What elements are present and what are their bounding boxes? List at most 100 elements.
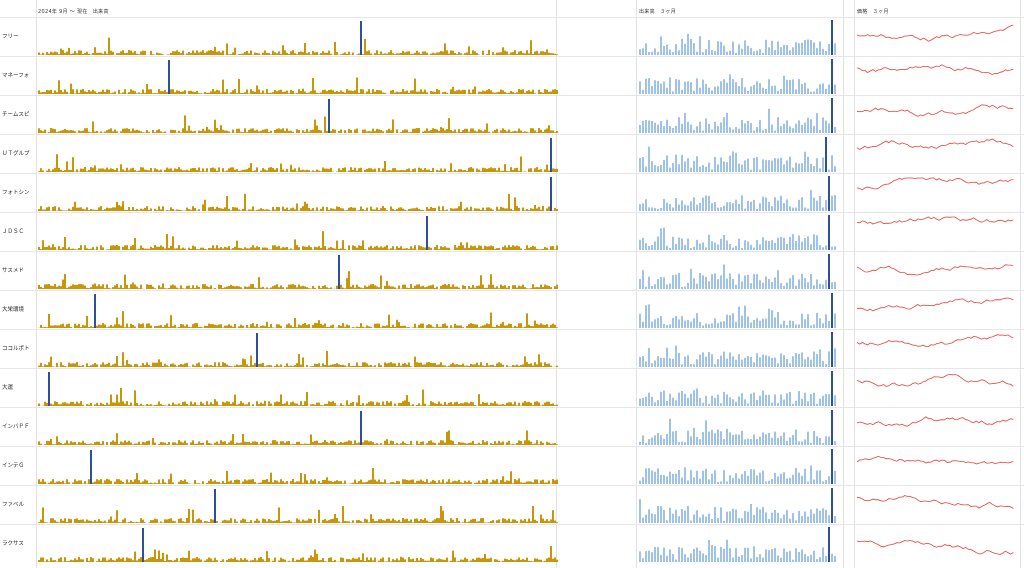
volume-bar [226, 443, 228, 445]
volume-bar [810, 554, 812, 562]
volume-bar [338, 130, 340, 133]
volume-bar [332, 440, 334, 445]
volume-bar [795, 520, 797, 523]
volume-bar [200, 247, 202, 250]
volume-bar [98, 91, 100, 94]
volume-bar [290, 365, 292, 367]
volume-bar [768, 308, 770, 328]
volume-bar [530, 128, 532, 133]
volume-bar [474, 443, 476, 445]
volume-bar [94, 442, 96, 445]
volume-bar [370, 401, 372, 406]
volume-bar [156, 519, 158, 523]
volume-bar [720, 546, 722, 562]
volume-bar [550, 324, 552, 328]
volume-bar [266, 89, 268, 94]
header-short-volume: 出来高 ３ヶ月 [639, 9, 677, 15]
volume-bar [268, 92, 270, 94]
volume-bar [834, 195, 836, 211]
volume-bar [744, 160, 746, 172]
volume-bar [354, 90, 356, 94]
volume-bar [530, 288, 532, 289]
volume-bar [428, 169, 430, 172]
volume-bar [278, 560, 280, 562]
volume-bar [210, 285, 212, 289]
volume-bar [438, 170, 440, 172]
volume-bar [482, 90, 484, 94]
volume-bar [524, 287, 526, 289]
volume-bar [362, 326, 364, 328]
volume-bar [226, 43, 228, 55]
volume-bar [206, 326, 208, 328]
volume-bar [672, 91, 674, 94]
volume-bar [100, 245, 102, 250]
highlight-bar [328, 99, 330, 133]
volume-bar [490, 557, 492, 562]
price-line [856, 297, 1014, 312]
volume-bar [114, 519, 116, 523]
volume-bar [454, 480, 456, 484]
volume-bar [696, 156, 698, 172]
volume-bar [456, 401, 458, 406]
volume-bar [458, 287, 460, 289]
volume-bar [768, 480, 770, 484]
volume-bar [552, 558, 554, 562]
volume-bar [302, 323, 304, 328]
volume-bar [392, 53, 394, 55]
volume-bar [807, 39, 809, 55]
volume-bar [70, 53, 72, 55]
volume-bar [520, 441, 522, 445]
volume-bar [152, 362, 154, 367]
volume-bar [124, 274, 126, 289]
volume-bar [520, 519, 522, 523]
volume-bar [184, 248, 186, 250]
volume-bar [228, 365, 230, 367]
volume-bar [138, 558, 140, 562]
volume-bar [402, 130, 404, 133]
volume-bar [278, 51, 280, 55]
volume-bar [370, 284, 372, 289]
volume-bar [94, 91, 96, 94]
volume-bar [546, 285, 548, 289]
volume-bar [687, 238, 689, 250]
volume-bar [508, 366, 510, 367]
volume-bar [244, 247, 246, 250]
volume-bar [214, 557, 216, 562]
volume-bar [362, 89, 364, 94]
volume-bar [528, 168, 530, 172]
volume-bar [750, 201, 752, 211]
volume-bar [268, 209, 270, 211]
volume-bar [190, 442, 192, 445]
volume-bar [406, 518, 408, 523]
volume-bar [786, 160, 788, 172]
volume-bar [470, 128, 472, 133]
volume-bar [92, 558, 94, 562]
volume-bar [354, 246, 356, 250]
volume-bar [50, 51, 52, 55]
volume-bar [314, 404, 316, 406]
volume-bar [276, 401, 278, 406]
volume-bar [726, 428, 728, 445]
volume-bar [552, 403, 554, 406]
volume-bar [520, 130, 522, 133]
volume-bar [274, 52, 276, 55]
volume-bar [168, 326, 170, 328]
volume-bar [172, 284, 174, 289]
volume-bar [124, 53, 126, 55]
volume-bar [512, 443, 514, 445]
volume-bar [284, 559, 286, 562]
volume-bar [705, 554, 707, 562]
volume-bar [342, 364, 344, 367]
volume-bar [286, 441, 288, 445]
volume-bar [376, 128, 378, 133]
volume-bar [825, 200, 827, 211]
volume-bar [218, 207, 220, 211]
volume-bar [220, 208, 222, 211]
volume-bar [681, 89, 683, 94]
volume-bar [424, 287, 426, 289]
volume-bar [651, 245, 653, 250]
volume-bar [460, 131, 462, 133]
volume-bar [464, 170, 466, 172]
volume-bar [290, 51, 292, 55]
volume-bar [426, 443, 428, 445]
